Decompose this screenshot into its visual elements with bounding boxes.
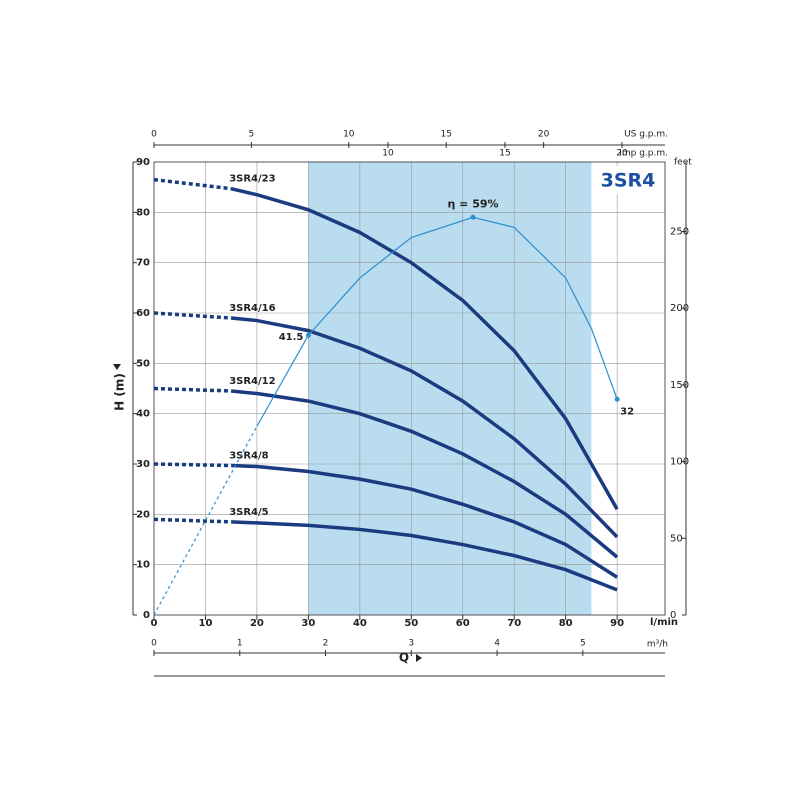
top2-tick-label: 10 <box>382 149 394 159</box>
x2-tick-label: 1 <box>237 639 243 649</box>
x-tick-label: 20 <box>250 618 264 629</box>
curve-extrapolated <box>153 517 232 524</box>
curve-extrapolated <box>153 177 232 191</box>
x2-tick-label: 3 <box>408 639 414 649</box>
x-tick-label: 30 <box>301 618 315 629</box>
curve-label: 3SR4/8 <box>229 451 268 462</box>
top-tick-label: 0 <box>151 130 157 140</box>
y-tick-label: 80 <box>136 207 150 218</box>
x-tick-label: 10 <box>198 618 212 629</box>
x-tick-label: 40 <box>353 618 367 629</box>
y-tick-label: 0 <box>143 610 150 621</box>
curve <box>230 186 619 511</box>
x-tick-label: 80 <box>559 618 573 629</box>
eta-point <box>305 332 311 338</box>
curve-label: 3SR4/5 <box>229 507 268 518</box>
y-tick-label: 40 <box>136 409 150 420</box>
curve-label: 3SR4/12 <box>229 376 275 387</box>
curve-extrapolated <box>153 311 232 320</box>
y2-label: feet <box>674 158 692 168</box>
top-tick-label: 10 <box>343 130 355 140</box>
x2-tick-label: 0 <box>151 639 157 649</box>
curve <box>231 316 619 539</box>
x2-tick-label: 5 <box>580 639 586 649</box>
y2-tick-label: 50 <box>670 533 683 544</box>
y-tick-label: 50 <box>136 358 150 369</box>
y-tick-label: 20 <box>136 509 150 520</box>
top2-tick-label: 20 <box>616 149 628 159</box>
x-label: l/min <box>650 617 678 628</box>
x2-tick-label: 2 <box>323 639 329 649</box>
eta-label: 41.5 <box>279 332 304 343</box>
q-label: Q <box>399 651 409 665</box>
y2-tick-label: 250 <box>670 226 689 237</box>
eta-label: 32 <box>620 406 634 417</box>
y-tick-label: 90 <box>136 157 150 168</box>
chart-title: 3SR4 <box>601 170 656 192</box>
curve <box>231 520 618 592</box>
top-tick-label: 15 <box>440 130 451 140</box>
curve-label: 3SR4/23 <box>229 174 275 185</box>
curve-extrapolated <box>153 386 232 393</box>
y2-tick-label: 200 <box>670 303 689 314</box>
eta-point <box>614 396 620 402</box>
y2-tick-label: 150 <box>670 380 689 391</box>
y-tick-label: 30 <box>136 459 150 470</box>
x-tick-label: 0 <box>151 618 158 629</box>
y-tick-label: 70 <box>136 258 150 269</box>
top-tick-label: 5 <box>249 130 255 140</box>
top2-label: Imp g.p.m. <box>619 149 668 159</box>
top2-tick-label: 15 <box>499 149 510 159</box>
title-box <box>596 166 660 194</box>
top-label: US g.p.m. <box>624 130 668 140</box>
y-arrow <box>113 364 121 370</box>
y2-tick-label: 100 <box>670 457 689 468</box>
x-tick-label: 50 <box>404 618 418 629</box>
curve-extrapolated <box>153 462 232 468</box>
curve <box>231 463 619 579</box>
y-tick-label: 10 <box>136 560 150 571</box>
y2-tick-label: 0 <box>670 610 676 621</box>
x2-label: m³/h <box>647 640 668 650</box>
eta-point <box>470 214 476 220</box>
x-tick-label: 90 <box>610 618 624 629</box>
top-tick-label: 20 <box>538 130 550 140</box>
curve-label: 3SR4/16 <box>229 303 275 314</box>
eta-label: η = 59% <box>448 197 499 210</box>
y-tick-label: 60 <box>136 308 150 319</box>
q-arrow <box>416 654 422 662</box>
x-tick-label: 60 <box>456 618 470 629</box>
y-label: H (m) <box>113 373 127 411</box>
x-tick-label: 70 <box>507 618 521 629</box>
x2-tick-label: 4 <box>494 639 500 649</box>
